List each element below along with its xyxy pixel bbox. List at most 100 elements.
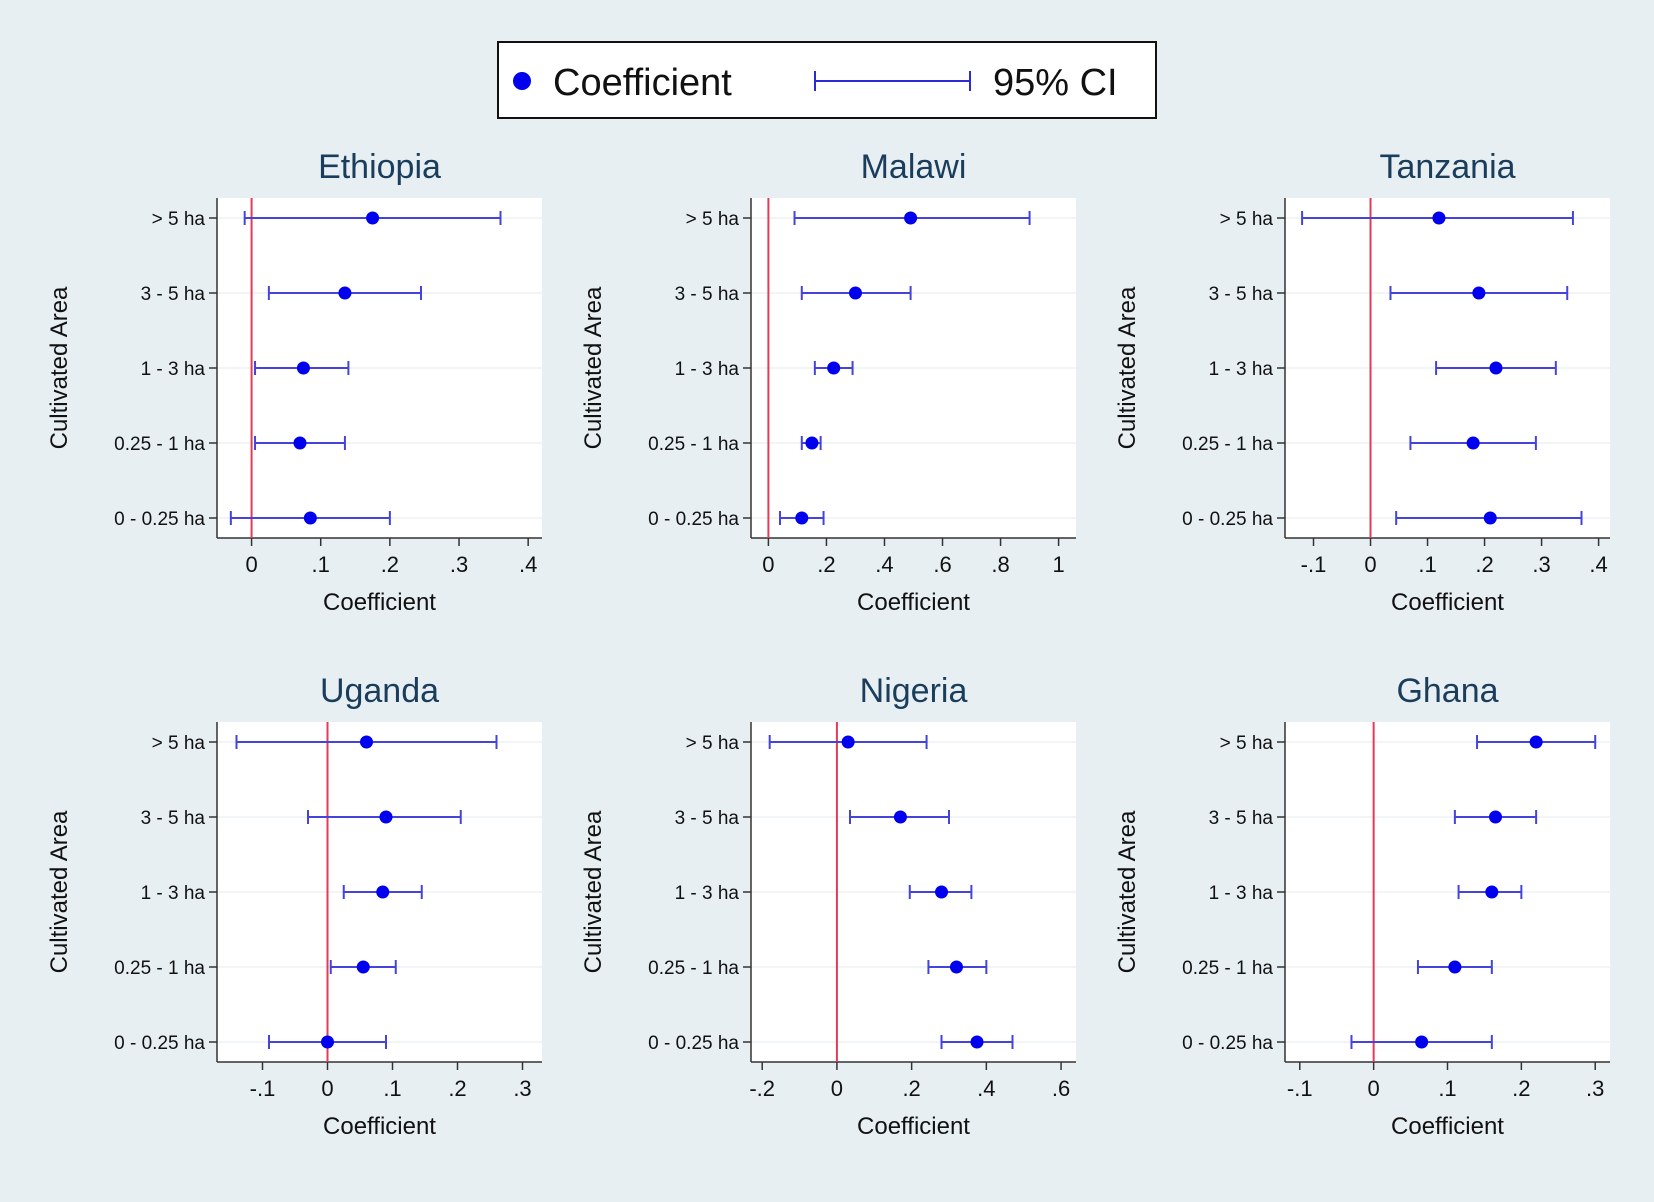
coefficient-point <box>935 885 949 899</box>
x-tick-label: .2 <box>448 1076 466 1101</box>
y-tick-label: 0.25 - 1 ha <box>648 434 739 455</box>
panel-tanzania: Tanzania > 5 ha 3 - 5 ha 1 - 3 ha 0.25 - 1 h… <box>1114 148 1610 616</box>
y-tick-label: 1 - 3 ha <box>1209 883 1274 904</box>
y-axis-title: Cultivated Area <box>46 286 73 449</box>
x-axis-title: Coefficient <box>323 1113 436 1140</box>
coefficient-point <box>970 1035 984 1049</box>
x-tick-label: .8 <box>991 552 1009 577</box>
x-tick-label: .2 <box>1475 552 1493 577</box>
coefficient-point <box>338 286 352 300</box>
coefficient-point <box>1432 211 1446 225</box>
y-tick-label: 3 - 5 ha <box>141 808 206 829</box>
x-tick-label: -.1 <box>250 1076 276 1101</box>
panel-title: Malawi <box>861 148 967 186</box>
coefficient-point <box>893 810 907 824</box>
x-tick-label: 1 <box>1052 552 1064 577</box>
coefficient-point <box>296 361 310 375</box>
x-tick-label: 0 <box>762 552 774 577</box>
x-tick-label: .4 <box>519 552 537 577</box>
x-tick-label: 0 <box>1368 1076 1380 1101</box>
coefficient-point <box>376 885 390 899</box>
panel-title: Nigeria <box>860 672 968 710</box>
x-tick-label: 0 <box>831 1076 843 1101</box>
panels-container: Ethiopia > 5 ha 3 - 5 ha 1 - 3 ha 0.25 - 1 h… <box>46 148 1610 1140</box>
y-tick-label: 1 - 3 ha <box>1209 359 1274 380</box>
y-tick-label: 1 - 3 ha <box>141 883 206 904</box>
x-tick-label: .3 <box>1532 552 1550 577</box>
x-tick-label: 0 <box>1364 552 1376 577</box>
y-tick-label: 3 - 5 ha <box>1209 808 1274 829</box>
panel-title: Tanzania <box>1379 148 1515 186</box>
panel-nigeria: Nigeria > 5 ha 3 - 5 ha 1 - 3 ha 0.25 - 1 ha… <box>580 672 1076 1140</box>
coefficient-point <box>949 960 963 974</box>
x-axis-title: Coefficient <box>857 1113 970 1140</box>
y-tick-label: 0 - 0.25 ha <box>648 509 739 530</box>
x-tick-label: .2 <box>1512 1076 1530 1101</box>
panel-uganda: Uganda > 5 ha 3 - 5 ha 1 - 3 ha 0.25 - 1 ha 0… <box>46 672 542 1140</box>
coefficient-point <box>1415 1035 1429 1049</box>
y-tick-label: > 5 ha <box>686 733 740 754</box>
panel-title: Ethiopia <box>318 148 441 186</box>
coefficient-point <box>293 436 307 450</box>
y-tick-label: 0.25 - 1 ha <box>114 434 205 455</box>
x-tick-label: -.1 <box>1287 1076 1313 1101</box>
coefficient-point <box>1472 286 1486 300</box>
panel-malawi: Malawi > 5 ha 3 - 5 ha 1 - 3 ha 0.25 - 1 ha 0… <box>580 148 1076 616</box>
y-tick-label: 0 - 0.25 ha <box>114 1033 205 1054</box>
y-tick-label: > 5 ha <box>686 209 740 230</box>
y-tick-label: 0.25 - 1 ha <box>1182 434 1273 455</box>
x-tick-label: .4 <box>977 1076 995 1101</box>
coefficient-point <box>366 211 380 225</box>
y-axis-title: Cultivated Area <box>580 810 607 973</box>
coefficient-point <box>1529 735 1543 749</box>
y-tick-label: > 5 ha <box>152 209 206 230</box>
y-tick-label: > 5 ha <box>1220 209 1274 230</box>
x-tick-label: .4 <box>875 552 893 577</box>
coefficient-point <box>303 511 317 525</box>
y-tick-label: 3 - 5 ha <box>1209 284 1274 305</box>
x-tick-label: .1 <box>1438 1076 1456 1101</box>
x-tick-label: -.2 <box>749 1076 775 1101</box>
x-tick-label: .4 <box>1589 552 1607 577</box>
x-axis-title: Coefficient <box>1391 589 1504 616</box>
y-tick-label: 1 - 3 ha <box>141 359 206 380</box>
x-tick-label: .6 <box>933 552 951 577</box>
coefficient-point <box>379 810 393 824</box>
coefficient-point <box>1485 885 1499 899</box>
coefficient-point <box>356 960 370 974</box>
coefficient-point <box>1448 960 1462 974</box>
y-tick-label: 3 - 5 ha <box>141 284 206 305</box>
y-tick-label: 0 - 0.25 ha <box>114 509 205 530</box>
x-tick-label: .2 <box>817 552 835 577</box>
x-tick-label: 0 <box>321 1076 333 1101</box>
coefficient-point <box>1483 511 1497 525</box>
x-tick-label: 0 <box>245 552 257 577</box>
y-tick-label: 0 - 0.25 ha <box>1182 1033 1273 1054</box>
legend: Coefficient 95% CI <box>497 41 1157 119</box>
y-axis-title: Cultivated Area <box>580 286 607 449</box>
coefficient-point <box>841 735 855 749</box>
x-tick-label: .3 <box>1586 1076 1604 1101</box>
y-axis-title: Cultivated Area <box>46 810 73 973</box>
coefficient-point <box>1489 810 1503 824</box>
legend-ci-bar-icon <box>814 71 971 91</box>
y-tick-label: 0 - 0.25 ha <box>648 1033 739 1054</box>
panel-ethiopia: Ethiopia > 5 ha 3 - 5 ha 1 - 3 ha 0.25 - 1 h… <box>46 148 542 616</box>
y-tick-label: 1 - 3 ha <box>675 883 740 904</box>
x-tick-label: .1 <box>1418 552 1436 577</box>
panel-title: Ghana <box>1396 672 1498 710</box>
x-tick-label: -.1 <box>1301 552 1327 577</box>
coefficient-point <box>904 211 918 225</box>
legend-ci-label: 95% CI <box>993 62 1118 104</box>
x-tick-label: .2 <box>381 552 399 577</box>
x-axis-title: Coefficient <box>323 589 436 616</box>
x-axis-title: Coefficient <box>857 589 970 616</box>
x-tick-label: .3 <box>513 1076 531 1101</box>
coefficient-point <box>1489 361 1503 375</box>
x-tick-label: .3 <box>450 552 468 577</box>
y-tick-label: 0.25 - 1 ha <box>114 958 205 979</box>
y-axis-title: Cultivated Area <box>1114 810 1141 973</box>
x-axis-title: Coefficient <box>1391 1113 1504 1140</box>
panel-ghana: Ghana > 5 ha 3 - 5 ha 1 - 3 ha 0.25 - 1 ha 0 … <box>1114 672 1610 1140</box>
coefficient-point <box>321 1035 334 1049</box>
